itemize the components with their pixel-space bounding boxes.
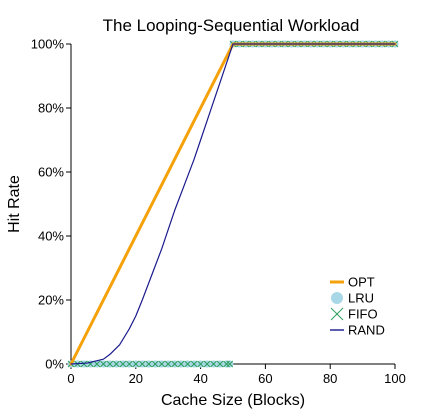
fifo-point <box>210 360 217 368</box>
y-tick-label: 20% <box>38 293 64 308</box>
fifo-x-stroke <box>197 360 204 368</box>
fifo-x-stroke <box>125 360 133 368</box>
fifo-point <box>125 360 133 368</box>
x-tick-label: 40 <box>193 371 207 386</box>
x-tick-label: 60 <box>258 371 272 386</box>
y-tick-label: 60% <box>38 165 64 180</box>
legend-label-lru: LRU <box>348 291 374 306</box>
legend-item-lru: LRU <box>331 291 374 306</box>
legend-label-rand: RAND <box>348 323 385 338</box>
fifo-point <box>119 360 127 368</box>
fifo-point <box>93 360 101 368</box>
y-tick-label: 40% <box>38 229 64 244</box>
x-tick-label: 0 <box>67 371 74 386</box>
fifo-x-stroke <box>106 360 114 368</box>
x-tick-label: 100 <box>384 371 406 386</box>
fifo-point <box>177 360 185 368</box>
fifo-x-stroke <box>210 360 217 368</box>
legend-item-fifo: FIFO <box>330 307 378 322</box>
x-tick-label: 20 <box>129 371 143 386</box>
x-tick-label: 80 <box>323 371 337 386</box>
axes: 0 20 40 60 80 100 0% 20% 40% 60% 80% 100% <box>31 37 406 387</box>
fifo-point <box>164 360 172 368</box>
fifo-point <box>171 360 179 368</box>
y-tick-label: 100% <box>31 37 65 52</box>
fifo-x-stroke <box>113 360 120 368</box>
fifo-x-stroke <box>132 360 140 368</box>
legend-label-fifo: FIFO <box>348 307 378 322</box>
fifo-point <box>216 360 224 368</box>
legend-x-stroke <box>330 307 344 321</box>
x-axis-label: Cache Size (Blocks) <box>161 392 305 409</box>
rand-series-line <box>70 43 396 365</box>
fifo-point <box>151 360 159 368</box>
fifo-x-stroke <box>216 360 224 368</box>
fifo-point <box>100 360 107 368</box>
fifo-x-stroke <box>203 360 211 368</box>
fifo-x-stroke <box>184 360 191 368</box>
fifo-x-stroke <box>158 360 166 368</box>
fifo-point <box>132 360 140 368</box>
fifo-point <box>223 360 230 368</box>
fifo-x-stroke <box>151 360 159 368</box>
fifo-x-stroke <box>223 360 230 368</box>
legend-item-rand: RAND <box>330 323 385 338</box>
fifo-point <box>190 360 198 368</box>
plot-area <box>67 40 399 368</box>
legend-swatch-fifo <box>330 307 344 321</box>
opt-series-line <box>69 42 397 366</box>
legend-item-opt: OPT <box>330 275 375 290</box>
y-tick-label: 80% <box>38 101 64 116</box>
legend-swatch-lru <box>331 292 343 304</box>
fifo-x-stroke <box>171 360 179 368</box>
fifo-point <box>226 360 234 368</box>
fifo-point <box>145 360 153 368</box>
fifo-point <box>106 360 114 368</box>
fifo-point <box>197 360 204 368</box>
fifo-point <box>138 360 146 368</box>
fifo-x-stroke <box>138 360 146 368</box>
fifo-x-stroke <box>100 360 107 368</box>
fifo-x-stroke <box>119 360 127 368</box>
fifo-x-stroke <box>93 360 101 368</box>
fifo-x-stroke <box>226 360 234 368</box>
y-axis-label: Hit Rate <box>6 175 23 233</box>
fifo-point <box>158 360 166 368</box>
fifo-point <box>203 360 211 368</box>
fifo-x-stroke <box>145 360 153 368</box>
fifo-x-stroke <box>164 360 172 368</box>
fifo-x-stroke <box>80 360 88 368</box>
chart-title: The Looping-Sequential Workload <box>103 16 360 35</box>
legend-label-opt: OPT <box>348 275 375 290</box>
fifo-point <box>80 360 88 368</box>
fifo-x-stroke <box>190 360 198 368</box>
fifo-x-stroke <box>177 360 185 368</box>
y-tick-label: 0% <box>45 357 64 372</box>
fifo-point <box>184 360 191 368</box>
fifo-point <box>113 360 120 368</box>
